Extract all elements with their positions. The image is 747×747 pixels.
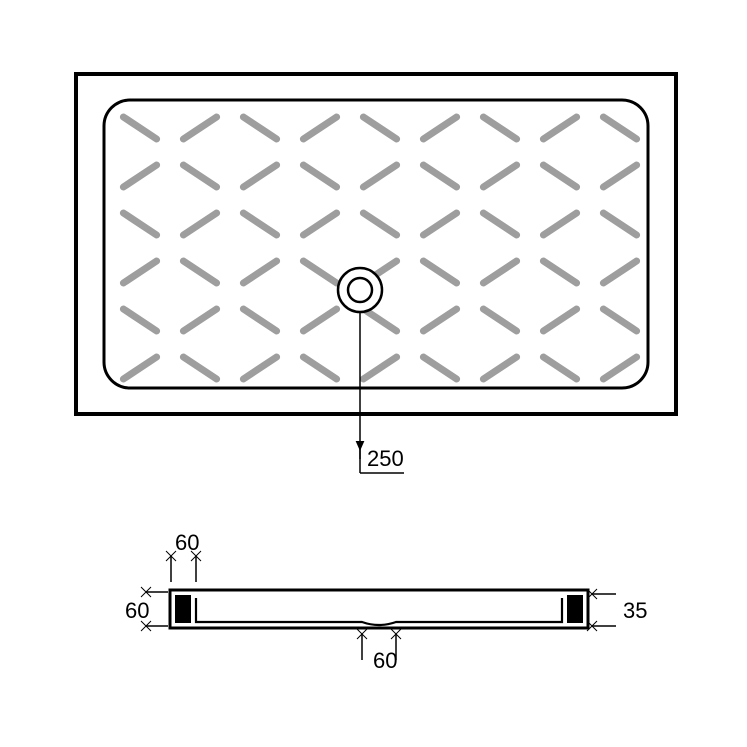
section-end-block-right [567,595,583,623]
dimension-right_35: 35 [623,598,647,623]
dimension-left_60: 60 [125,598,149,623]
drain-outer-circle [338,268,382,312]
dimension-bottom_60: 60 [373,648,397,673]
dimension-top_60: 60 [175,530,199,555]
tread-pattern [123,117,636,379]
technical-drawing: 250 60 60 35 60 [0,0,747,747]
dimension-250: 250 [367,446,404,471]
section-end-block-left [175,595,191,623]
tray-inner-rect [104,100,648,388]
section-inner-profile [196,598,562,625]
